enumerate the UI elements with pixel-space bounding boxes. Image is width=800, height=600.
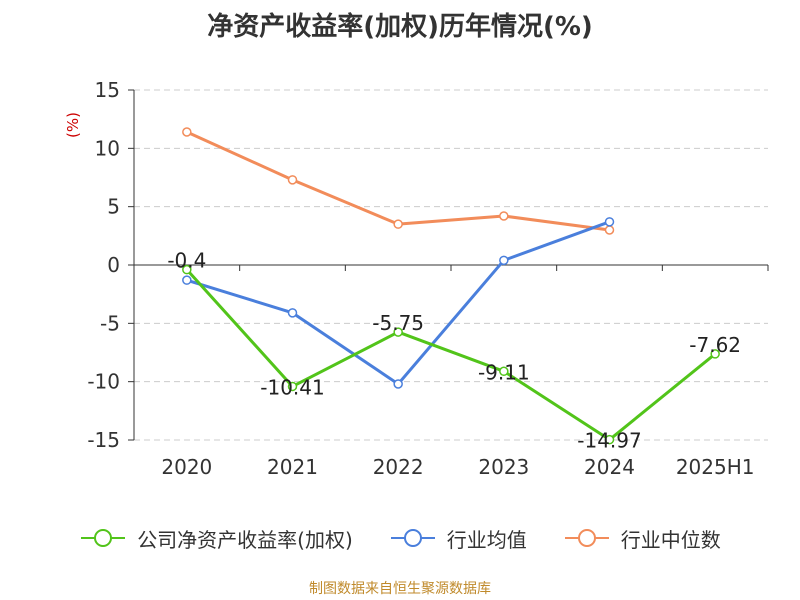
y-tick-label: 0: [107, 253, 120, 277]
data-point: [604, 434, 615, 445]
data-label: -9.11: [478, 360, 530, 384]
legend-label: 公司净资产收益率(加权): [137, 527, 353, 552]
data-label: -7.62: [689, 333, 741, 357]
x-tick-label: 2023: [478, 455, 529, 479]
legend-label: 行业均值: [446, 527, 527, 552]
legend-line-icon: [81, 529, 126, 547]
x-tick-label: 2025H1: [676, 455, 755, 479]
legend-item-industry-median[interactable]: 行业中位数: [563, 524, 721, 553]
data-point: [393, 219, 403, 229]
data-point: [182, 127, 192, 137]
y-tick-label: -5: [100, 311, 120, 335]
data-label: -5.75: [372, 311, 424, 335]
source-footer: 制图数据来自恒生聚源数据库: [309, 581, 491, 597]
y-tick-label: 10: [95, 136, 120, 160]
series-line: [185, 268, 717, 442]
data-label: -14.97: [577, 429, 641, 453]
data-point: [287, 175, 298, 185]
data-point: [393, 379, 403, 389]
legend-item-industry-mean[interactable]: 行业均值: [389, 524, 527, 553]
data-point: [499, 211, 509, 221]
data-point: [393, 327, 403, 337]
y-tick-label: 15: [95, 78, 120, 102]
x-tick-label: 2021: [267, 455, 318, 479]
data-point: [604, 225, 615, 235]
data-point: [710, 349, 720, 359]
x-tick-label: 2022: [373, 455, 424, 479]
data-point: [604, 217, 615, 227]
legend-line-icon: [564, 529, 609, 547]
x-tick-label: 2024: [584, 455, 635, 479]
data-point: [499, 366, 509, 377]
series-line: [186, 220, 611, 386]
data-point: [182, 264, 192, 275]
data-point: [499, 255, 509, 266]
legend-item-company-roe[interactable]: 公司净资产收益率(加权): [79, 524, 353, 553]
y-axis-label: (%): [64, 112, 82, 138]
data-label: -0.4: [167, 249, 206, 273]
y-tick-label: 5: [107, 195, 120, 219]
series-line: [186, 130, 610, 232]
x-tick-label: 2020: [161, 455, 212, 479]
y-tick-label: -15: [87, 428, 120, 452]
data-point: [287, 381, 298, 392]
legend-line-icon: [390, 529, 435, 547]
data-label: -10.41: [260, 375, 324, 399]
data-point: [182, 275, 192, 285]
legend: 公司净资产收益率(加权) 行业均值 行业中位数: [0, 520, 800, 556]
chart-title: 净资产收益率(加权)历年情况(%): [207, 12, 593, 42]
data-point: [287, 308, 298, 318]
legend-label: 行业中位数: [620, 527, 721, 552]
y-tick-label: -10: [87, 370, 120, 394]
